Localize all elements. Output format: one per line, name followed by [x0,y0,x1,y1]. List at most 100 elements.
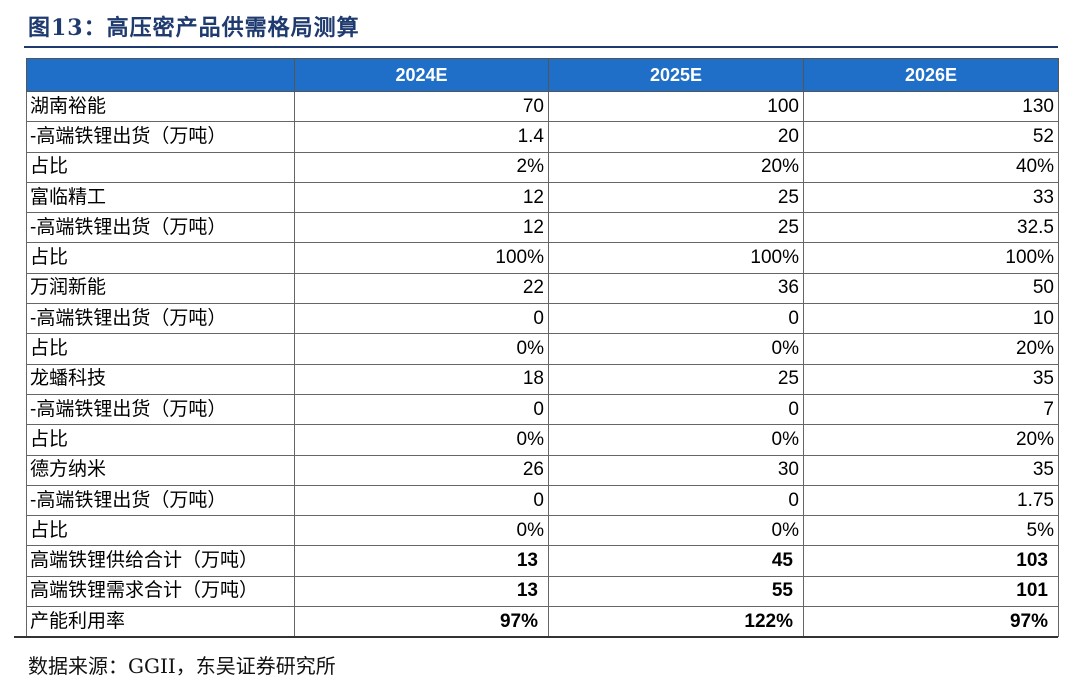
value-cell: 20 [548,121,804,153]
table-row: 龙蟠科技 18 25 35 [26,363,1059,395]
value-cell: 35 [803,454,1059,486]
table-row: -高端铁锂出货（万吨） 0 0 1.75 [26,484,1059,517]
title-divider [24,46,1058,48]
value-cell: 33 [803,181,1059,214]
value-cell: 2% [294,151,549,183]
value-cell: 122% [548,606,804,638]
table-row: 富临精工 12 25 33 [26,181,1059,214]
row-label: -高端铁锂出货（万吨） [26,303,295,335]
value-cell: 97% [803,606,1059,638]
value-cell: 13 [294,575,549,608]
header-cell-2026e: 2026E [803,58,1059,92]
table-row: 湖南裕能 70 100 130 [26,90,1059,123]
table-row: 万润新能 22 36 50 [26,272,1059,305]
value-cell: 100 [548,90,804,123]
row-label: 高端铁锂需求合计（万吨） [26,575,295,608]
value-cell: 40% [803,151,1059,183]
value-cell: 12 [294,181,549,214]
value-cell: 103 [803,545,1059,577]
value-cell: 26 [294,454,549,486]
header-cell-2024e: 2024E [294,58,549,92]
value-cell: 35 [803,363,1059,395]
table-row: 高端铁锂需求合计（万吨） 13 55 101 [26,575,1059,608]
row-label: -高端铁锂出货（万吨） [26,393,295,426]
value-cell: 22 [294,272,549,305]
value-cell: 100% [548,242,804,274]
row-label: 占比 [26,515,295,547]
value-cell: 20% [803,424,1059,456]
row-label: 占比 [26,333,295,365]
value-cell: 70 [294,90,549,123]
value-cell: 50 [803,272,1059,305]
value-cell: 101 [803,575,1059,608]
source-note: 数据来源：GGII，东吴证券研究所 [28,654,336,678]
row-label: -高端铁锂出货（万吨） [26,484,295,517]
value-cell: 100% [294,242,549,274]
bottom-divider [14,636,1058,638]
row-label: 德方纳米 [26,454,295,486]
row-label: 占比 [26,151,295,183]
value-cell: 13 [294,545,549,577]
value-cell: 25 [548,181,804,214]
value-cell: 0% [294,424,549,456]
row-label: 高端铁锂供给合计（万吨） [26,545,295,577]
value-cell: 1.75 [803,484,1059,517]
table-row: 德方纳米 26 30 35 [26,454,1059,486]
value-cell: 20% [803,333,1059,365]
row-label: 湖南裕能 [26,90,295,123]
value-cell: 52 [803,121,1059,153]
value-cell: 97% [294,606,549,638]
value-cell: 10 [803,303,1059,335]
row-label: -高端铁锂出货（万吨） [26,121,295,153]
value-cell: 130 [803,90,1059,123]
row-label: 占比 [26,424,295,456]
table-row: 占比 0% 0% 20% [26,333,1059,365]
value-cell: 5% [803,515,1059,547]
value-cell: 20% [548,151,804,183]
value-cell: 32.5 [803,212,1059,244]
table-row: 占比 0% 0% 20% [26,424,1059,456]
value-cell: 25 [548,363,804,395]
value-cell: 0 [548,393,804,426]
table-row: 高端铁锂供给合计（万吨） 13 45 103 [26,545,1059,577]
value-cell: 7 [803,393,1059,426]
row-label: -高端铁锂出货（万吨） [26,212,295,244]
value-cell: 30 [548,454,804,486]
table-row: 产能利用率 97% 122% 97% [26,606,1059,638]
value-cell: 55 [548,575,804,608]
value-cell: 0% [548,515,804,547]
value-cell: 1.4 [294,121,549,153]
value-cell: 0 [548,303,804,335]
value-cell: 0 [548,484,804,517]
value-cell: 0% [294,515,549,547]
value-cell: 18 [294,363,549,395]
row-label: 万润新能 [26,272,295,305]
value-cell: 36 [548,272,804,305]
value-cell: 0% [548,424,804,456]
row-label: 龙蟠科技 [26,363,295,395]
table-row: -高端铁锂出货（万吨） 0 0 7 [26,393,1059,426]
value-cell: 0 [294,484,549,517]
table-row: -高端铁锂出货（万吨） 1.4 20 52 [26,121,1059,153]
value-cell: 0 [294,393,549,426]
table-row: 占比 2% 20% 40% [26,151,1059,183]
row-label: 富临精工 [26,181,295,214]
value-cell: 45 [548,545,804,577]
header-cell-2025e: 2025E [548,58,804,92]
figure-title: 图13：高压密产品供需格局测算 [28,15,360,41]
row-label: 产能利用率 [26,606,295,638]
header-cell-label [26,58,295,92]
table-row: 占比 0% 0% 5% [26,515,1059,547]
table-body: 湖南裕能 70 100 130 -高端铁锂出货（万吨） 1.4 20 52 占比 2% 20% 40%… [26,90,1059,638]
value-cell: 25 [548,212,804,244]
table-row: 占比 100% 100% 100% [26,242,1059,274]
supply-demand-table: 2024E 2025E 2026E 湖南裕能 70 100 130 -高端铁锂出货（万吨… [26,58,1059,638]
value-cell: 0% [548,333,804,365]
table-header-row: 2024E 2025E 2026E [26,58,1059,92]
value-cell: 0 [294,303,549,335]
row-label: 占比 [26,242,295,274]
table-row: -高端铁锂出货（万吨） 12 25 32.5 [26,212,1059,244]
table-row: -高端铁锂出货（万吨） 0 0 10 [26,303,1059,335]
value-cell: 12 [294,212,549,244]
value-cell: 100% [803,242,1059,274]
